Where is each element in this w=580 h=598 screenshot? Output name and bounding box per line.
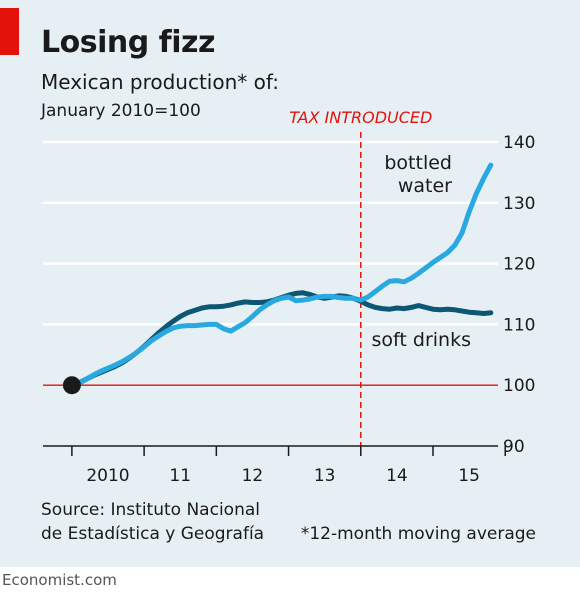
x-tick-label: 12	[242, 466, 264, 486]
tax-event: TAX INTRODUCED	[289, 108, 432, 446]
footnote: *12-month moving average	[300, 524, 536, 544]
x-tick-label: 13	[314, 466, 336, 486]
y-tick-label: 120	[503, 255, 535, 275]
y-axis-ticks: 90 100 110 120 130 140	[503, 133, 535, 457]
x-axis: 2010 11 12 13 14 15	[43, 445, 506, 486]
series-label-bottled-water: water	[398, 175, 452, 197]
chart-title: Losing fizz	[41, 25, 215, 60]
series-lines	[69, 162, 494, 388]
chart-panel	[0, 0, 580, 567]
brand-red-tag	[0, 8, 19, 55]
y-tick-label: 90	[503, 437, 525, 457]
series-line-bottled-water	[69, 162, 494, 388]
x-tick-label: 2010	[86, 466, 129, 486]
series-label-bottled-water: bottled	[384, 152, 452, 174]
source-line-1: Source: Instituto Nacional	[41, 500, 260, 520]
x-tick-label: 11	[169, 466, 191, 486]
start-marker-group	[62, 376, 81, 395]
tax-event-label: TAX INTRODUCED	[289, 108, 432, 127]
x-tick-label: 14	[386, 466, 408, 486]
series-label-soft-drinks: soft drinks	[372, 329, 471, 351]
brand-credit: Economist.com	[2, 571, 117, 589]
y-tick-label: 130	[503, 194, 535, 214]
start-marker	[62, 376, 81, 395]
source-line-2: de Estadística y Geografía	[41, 524, 265, 544]
chart-subtitle: Mexican production* of:	[41, 70, 279, 94]
x-tick-label: 15	[458, 466, 480, 486]
y-tick-label: 140	[503, 133, 535, 153]
y-tick-label: 100	[503, 376, 535, 396]
chart-unit-label: January 2010=100	[41, 101, 201, 121]
line-chart: 90 100 110 120 130 140 TAX INTRODUCED bottled…	[43, 108, 535, 486]
gridlines	[43, 140, 498, 326]
y-tick-label: 110	[503, 315, 535, 335]
